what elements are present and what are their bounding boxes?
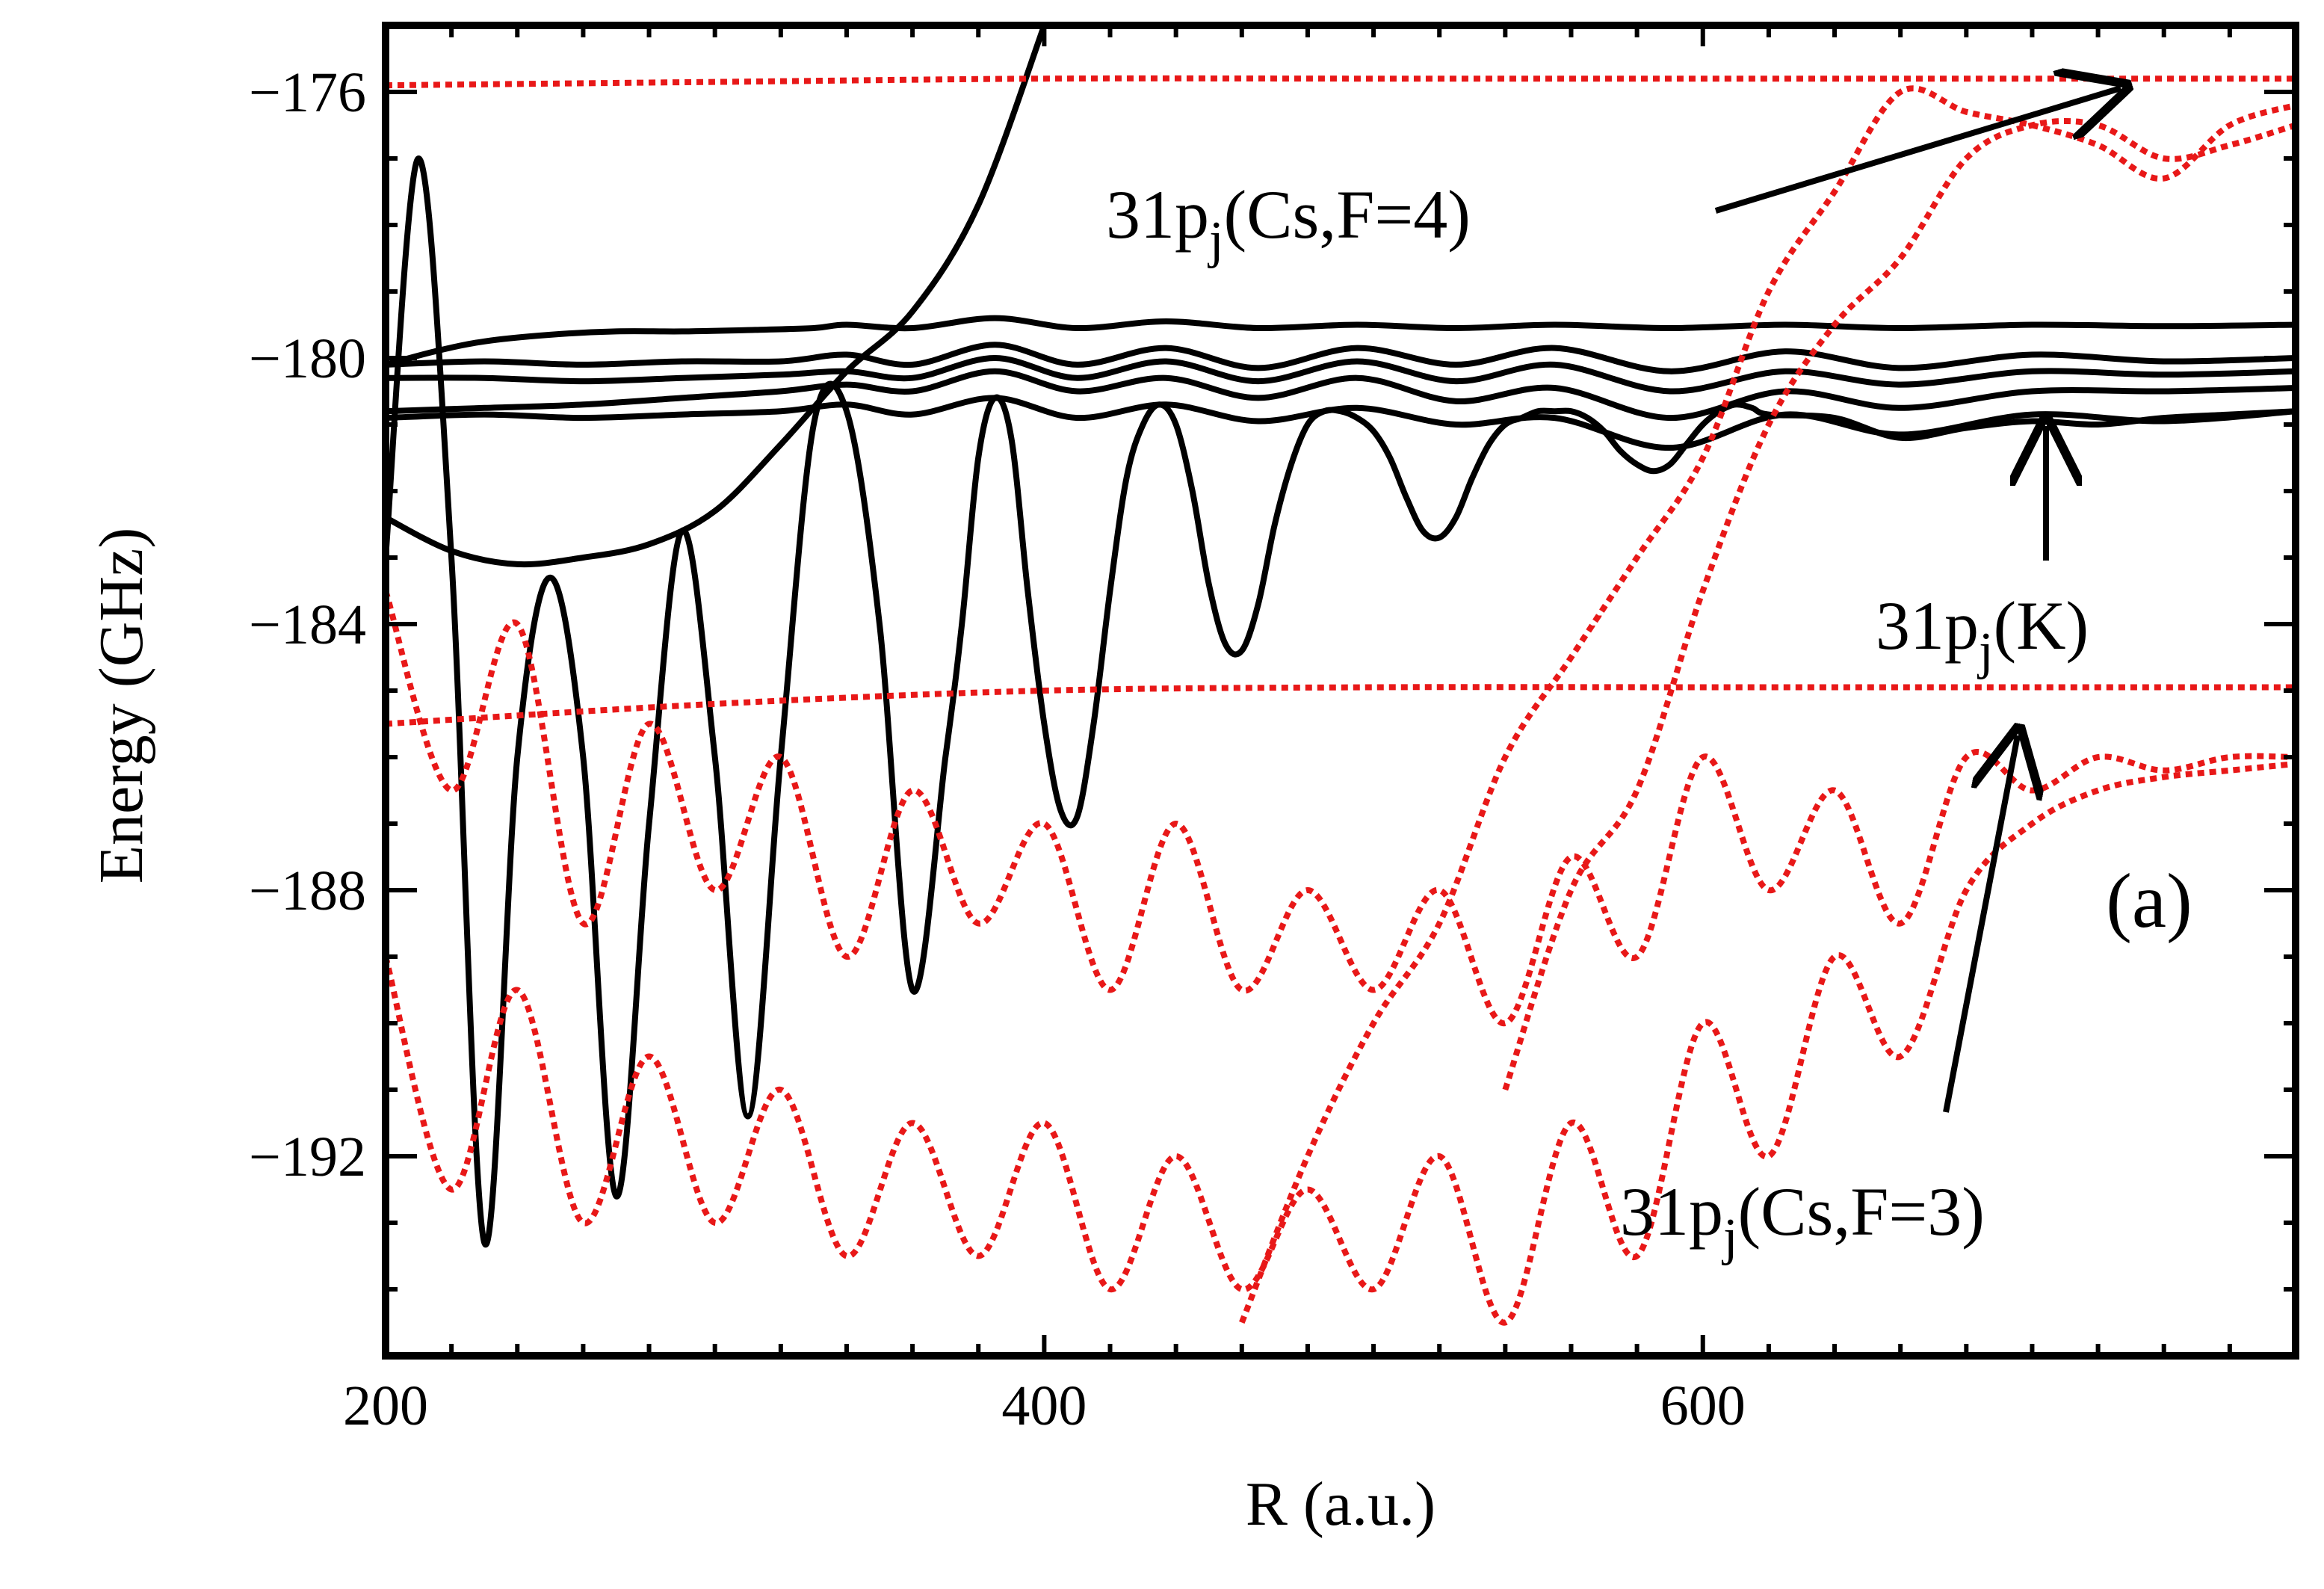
- x-tick-label: 400: [1001, 1374, 1087, 1437]
- annotation-k-label: 31pj(K): [1876, 587, 2089, 680]
- series-K-mid-1: [386, 342, 2296, 374]
- y-tick-label: −176: [249, 61, 366, 124]
- annotation-cs-f3-arrow: [1943, 735, 2018, 1113]
- annotations: 31pj(Cs,F=4) 31pj(K) 31pj(Cs,F=3): [1106, 88, 2121, 1266]
- y-axis-label: Energy (GHz): [87, 528, 156, 884]
- y-tick-label: −192: [249, 1126, 366, 1188]
- series-red-oscillating-1: [386, 590, 2296, 1026]
- series-rising-branch: [386, 25, 1048, 568]
- series-red-upper-threshold: [386, 75, 2296, 89]
- annotation-cs-f4-arrow: [1714, 88, 2121, 214]
- y-tick-label: −188: [249, 860, 366, 922]
- annotation-cs-f3-label: 31pj(Cs,F=3): [1620, 1173, 1985, 1266]
- series-red-rising-2: [1239, 85, 2296, 1324]
- series-red-lower-threshold: [386, 684, 2296, 727]
- y-tick-label: −184: [249, 593, 366, 656]
- series-deep-potential: [386, 155, 2296, 1248]
- annotation-cs-f4-label: 31pj(Cs,F=4): [1106, 176, 1471, 269]
- x-axis-label: R (a.u.): [1246, 1469, 1435, 1539]
- axis-ticks: 200 400 600 −176 −180 −184 −188 −192: [249, 23, 2298, 1437]
- panel-label: (a): [2106, 858, 2192, 944]
- y-tick-label: −180: [249, 327, 366, 390]
- x-tick-label: 600: [1660, 1374, 1746, 1437]
- series-K-upper: [386, 315, 2296, 368]
- series-red-oscillating-2: [386, 760, 2296, 1326]
- series-K-mid-3: [386, 368, 2296, 422]
- x-tick-label: 200: [343, 1374, 428, 1437]
- series-K-mid-2: [386, 355, 2296, 395]
- series-K-lower: [386, 395, 2296, 451]
- series-layer: [386, 25, 2296, 1326]
- series-red-rising-1: [1502, 117, 2296, 1091]
